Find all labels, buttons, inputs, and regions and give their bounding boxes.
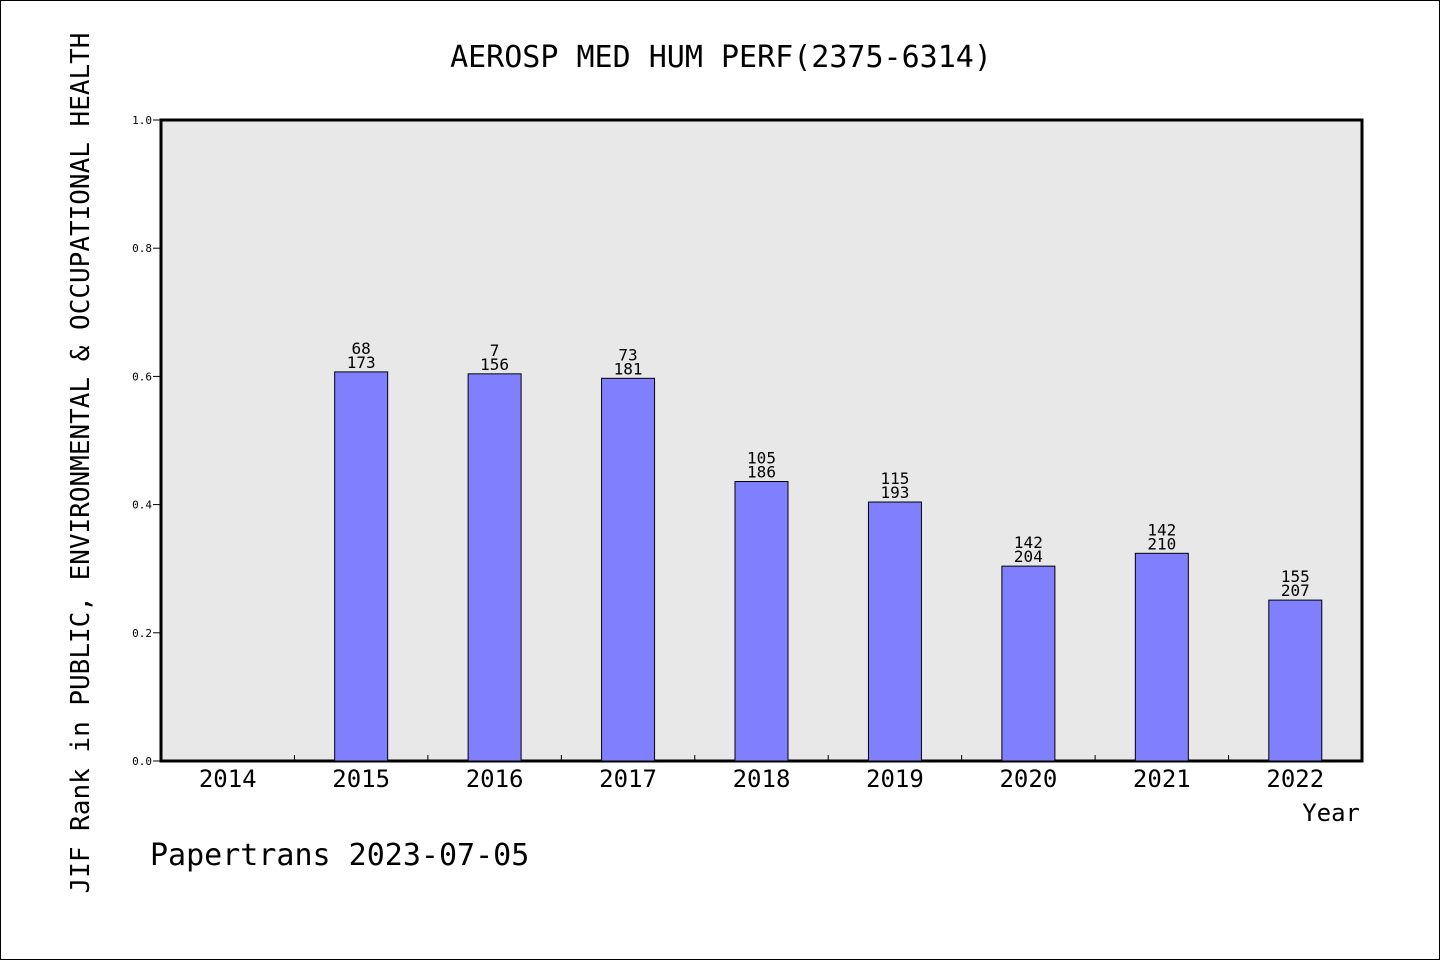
x-tick-label: 2021	[1133, 765, 1191, 793]
x-tick-label: 2014	[199, 765, 257, 793]
x-tick-label: 2018	[733, 765, 791, 793]
bar-total-label: 156	[480, 355, 509, 374]
bar-2020	[1001, 565, 1056, 762]
bar-rank-label: 7	[490, 341, 500, 360]
bar-total-label: 207	[1281, 581, 1310, 600]
bar-total-label: 181	[614, 359, 643, 378]
bar-rank-label: 142	[1147, 520, 1176, 539]
bar-2018	[734, 481, 789, 762]
y-tick-label: 0.8	[132, 242, 152, 255]
y-tick-label: 1.0	[132, 114, 152, 127]
chart-title: AEROSP MED HUM PERF(2375-6314)	[450, 40, 992, 75]
bar-total-label: 173	[347, 353, 376, 372]
bar-2021	[1134, 552, 1189, 762]
bar-2015	[334, 371, 389, 762]
bar-rank-label: 155	[1281, 567, 1310, 586]
x-axis-ticks: 2014 2015 2016 2017 2018 2019 2020 2021 2022	[199, 755, 1324, 793]
bar-rank-label: 105	[747, 449, 776, 468]
x-tick-label: 2016	[466, 765, 524, 793]
bars-group	[334, 371, 1323, 762]
y-tick-label: 0.0	[132, 755, 152, 768]
bar-2016	[467, 373, 522, 762]
x-tick-label: 2019	[866, 765, 924, 793]
x-tick-label: 2022	[1266, 765, 1324, 793]
bar-total-label: 204	[1014, 547, 1043, 566]
x-axis-label: Year	[1302, 799, 1360, 827]
y-tick-label: 0.6	[132, 370, 152, 383]
y-tick-label: 0.2	[132, 627, 152, 640]
x-tick-label: 2020	[999, 765, 1057, 793]
x-tick-label: 2015	[332, 765, 390, 793]
bar-rank-label: 73	[618, 345, 637, 364]
y-axis-label: JIF Rank in PUBLIC, ENVIRONMENTAL & OCCU…	[66, 33, 96, 894]
y-axis-ticks: 0.0 0.2 0.4 0.6 0.8 1.0	[132, 114, 161, 768]
bar-rank-label: 115	[880, 469, 909, 488]
bar-total-label: 186	[747, 463, 776, 482]
x-tick-label: 2017	[599, 765, 657, 793]
bar-2022	[1268, 599, 1323, 762]
bar-2019	[867, 501, 922, 762]
bar-2017	[601, 377, 656, 762]
bar-rank-label: 68	[352, 339, 371, 358]
bar-total-label: 210	[1147, 534, 1176, 553]
bar-rank-label: 142	[1014, 533, 1043, 552]
y-tick-label: 0.4	[132, 499, 152, 512]
footer-date: Papertrans 2023-07-05	[150, 838, 529, 873]
bar-total-label: 193	[880, 483, 909, 502]
